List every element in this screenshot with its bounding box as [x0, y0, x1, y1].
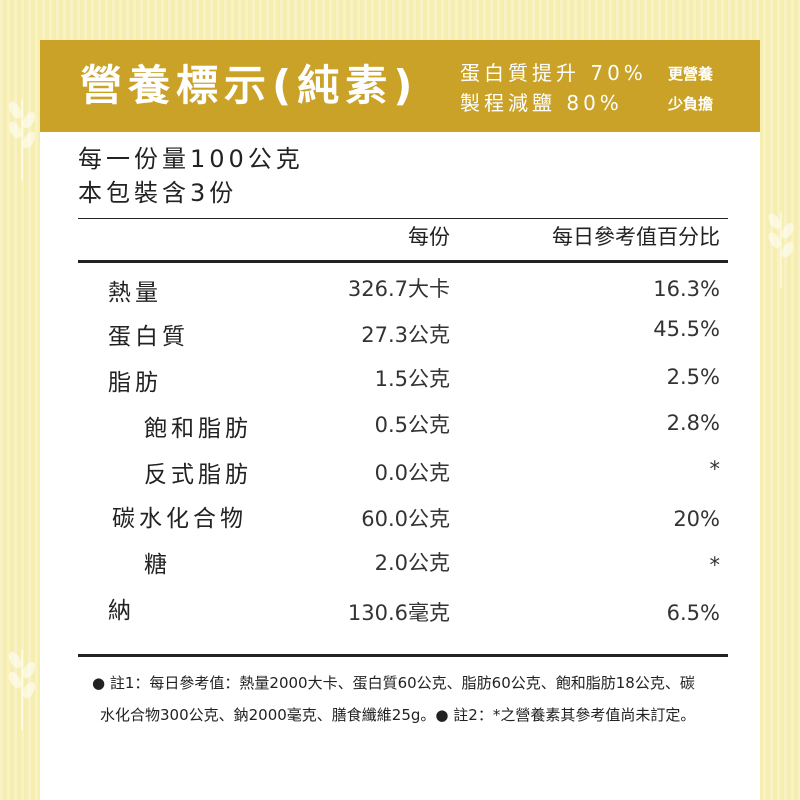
servings-per-package: 本包裝含3份	[78, 179, 238, 207]
claim-salt: 製程減鹽 80%	[460, 91, 623, 115]
row-pct-sodium: 6.5%	[666, 601, 720, 625]
wheat-icon	[768, 211, 794, 288]
divider-header	[78, 260, 728, 263]
row-value-trans-fat: 0.0公克	[374, 461, 450, 485]
row-pct-fat: 2.5%	[666, 365, 720, 389]
row-label-sugar: 糖	[144, 552, 171, 578]
wheat-icon	[8, 650, 36, 730]
row-label-fat: 脂肪	[108, 370, 162, 396]
header-banner: 營養標示(純素) 蛋白質提升 70% 更營養 製程減鹽 80% 少負擔	[40, 40, 760, 132]
row-pct-calories: 16.3%	[653, 277, 720, 301]
row-value-protein: 27.3公克	[361, 323, 450, 347]
footnote-line-2: 水化合物300公克、鈉2000毫克、膳食纖維25g。● 註2：*之營養素其參考值…	[100, 706, 696, 724]
page-title: 營養標示(純素)	[80, 61, 419, 110]
row-pct-protein: 45.5%	[653, 317, 720, 341]
row-label-saturated-fat: 飽和脂肪	[144, 416, 252, 442]
wheat-icon	[8, 100, 36, 180]
row-value-fat: 1.5公克	[374, 367, 450, 391]
row-value-calories: 326.7大卡	[347, 277, 450, 301]
claim-salt-side: 少負擔	[668, 95, 714, 113]
row-pct-trans-fat: *	[709, 457, 721, 481]
row-pct-saturated-fat: 2.8%	[666, 411, 720, 435]
row-pct-sugar: *	[709, 553, 721, 577]
divider-top	[78, 218, 728, 219]
row-label-protein: 蛋白質	[108, 324, 189, 350]
row-value-sodium: 130.6毫克	[347, 601, 450, 625]
divider-bottom	[78, 654, 728, 657]
row-label-sodium: 納	[108, 598, 135, 624]
row-label-calories: 熱量	[108, 280, 162, 306]
row-value-carbohydrate: 60.0公克	[361, 507, 450, 531]
serving-size: 每一份量100公克	[78, 145, 304, 173]
row-value-sugar: 2.0公克	[374, 551, 450, 575]
column-per-serving: 每份	[408, 225, 450, 249]
row-pct-carbohydrate: 20%	[673, 507, 720, 531]
row-label-trans-fat: 反式脂肪	[144, 462, 252, 488]
row-label-carbohydrate: 碳水化合物	[112, 506, 247, 532]
nutrition-card: 營養標示(純素) 蛋白質提升 70% 更營養 製程減鹽 80% 少負擔 每一份量…	[40, 40, 760, 800]
claim-protein-side: 更營養	[668, 65, 714, 83]
footnote-line-1: ● 註1：每日參考值：熱量2000大卡、蛋白質60公克、脂肪60公克、飽和脂肪1…	[92, 674, 695, 692]
column-daily-pct: 每日參考值百分比	[552, 225, 720, 249]
claim-protein: 蛋白質提升 70%	[460, 61, 647, 85]
row-value-saturated-fat: 0.5公克	[374, 413, 450, 437]
